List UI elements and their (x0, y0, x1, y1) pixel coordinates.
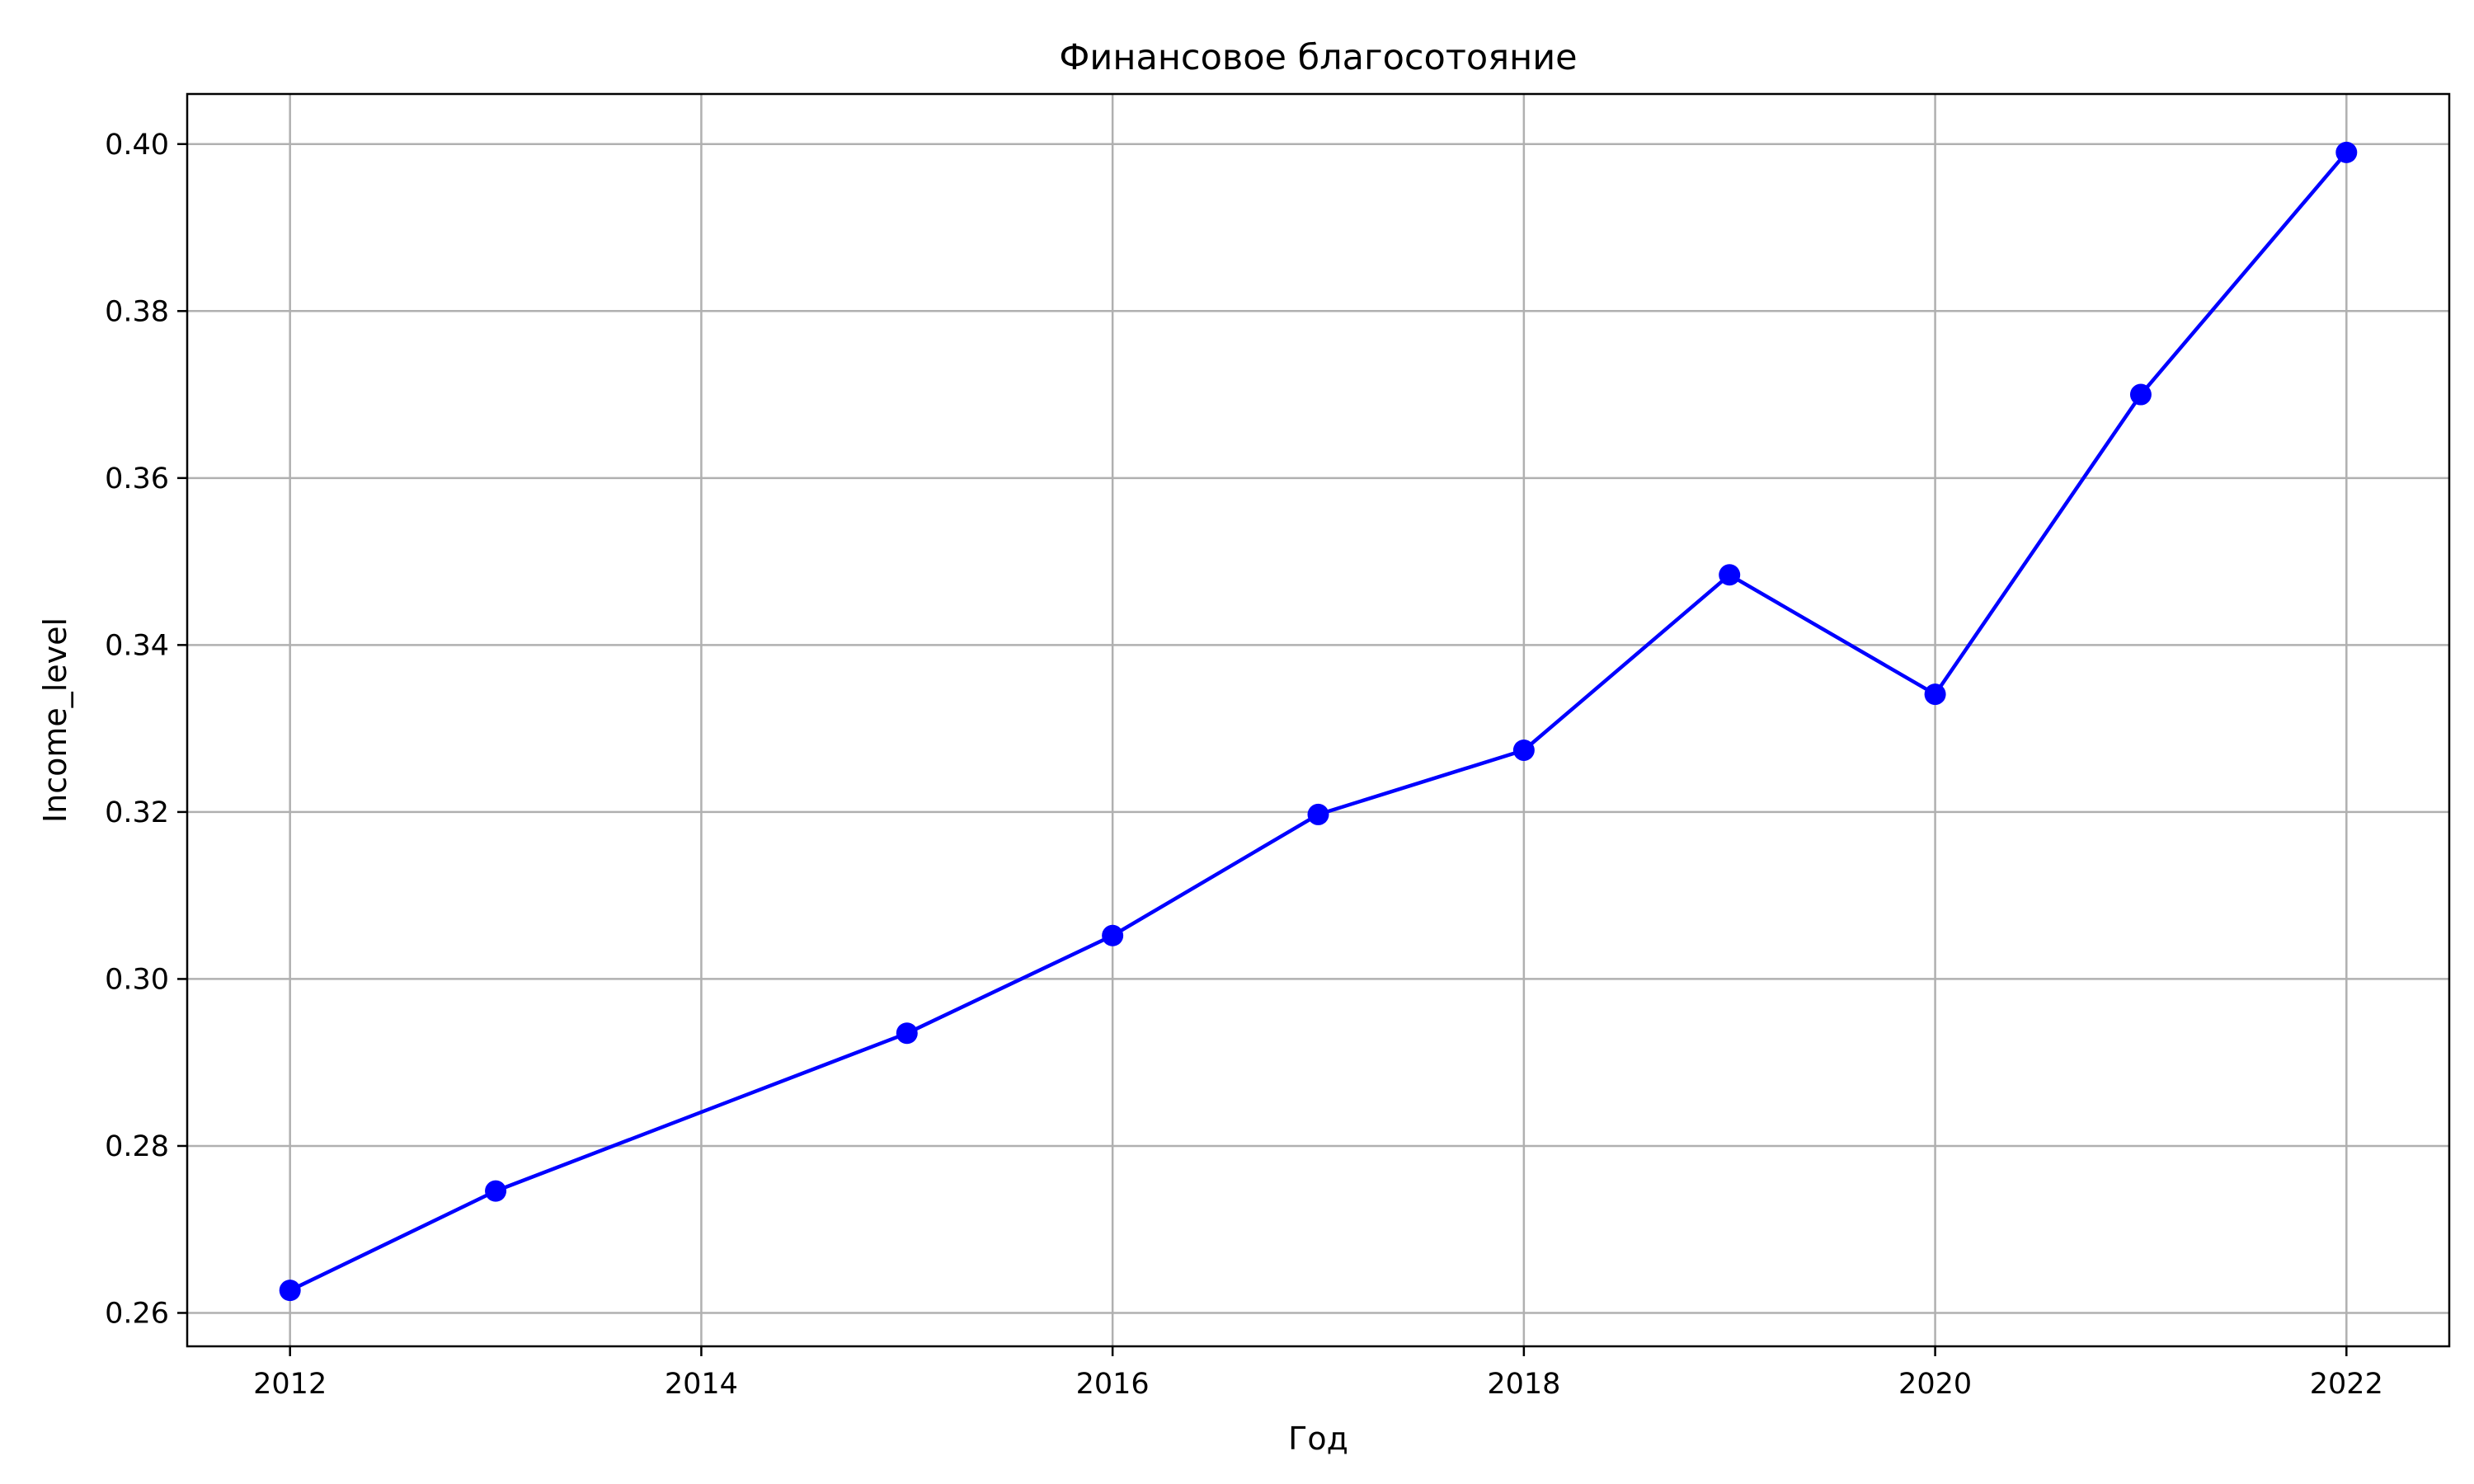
plot-frame (186, 92, 2451, 1348)
y-tick-label: 0.30 (105, 963, 169, 996)
data-point (279, 1280, 301, 1302)
data-point (1924, 683, 1946, 706)
y-axis-label: Income_level (37, 618, 73, 823)
y-tick-label: 0.28 (105, 1130, 169, 1163)
data-point (1307, 803, 1329, 825)
grid (187, 94, 2449, 1346)
y-tick-label: 0.26 (105, 1297, 169, 1330)
ticks: 2012 2014 2016 2018 2020 2022 0.26 0.28 0.30 0.32… (105, 129, 2383, 1401)
x-tick-label: 2020 (1898, 1368, 1972, 1401)
x-tick-label: 2012 (253, 1368, 327, 1401)
chart-title: Финансовое благосотояние (1059, 37, 1577, 78)
data-point (2129, 383, 2152, 406)
y-tick-label: 0.38 (105, 295, 169, 328)
x-tick-label: 2018 (1487, 1368, 1560, 1401)
series-layer (279, 141, 2358, 1302)
x-tick-label: 2014 (665, 1368, 738, 1401)
x-tick-label: 2022 (2310, 1368, 2383, 1401)
y-tick-label: 0.36 (105, 463, 169, 495)
y-tick-label: 0.34 (105, 629, 169, 662)
data-point (1102, 924, 1124, 946)
data-point (1719, 564, 1741, 586)
data-point (896, 1022, 918, 1045)
x-axis-label: Год (1288, 1421, 1348, 1457)
data-point (2335, 141, 2358, 163)
y-tick-label: 0.32 (105, 796, 169, 829)
data-point (1512, 739, 1535, 761)
series-line (289, 151, 2349, 1293)
y-tick-label: 0.40 (105, 129, 169, 162)
data-point (485, 1180, 507, 1202)
x-tick-label: 2016 (1076, 1368, 1150, 1401)
